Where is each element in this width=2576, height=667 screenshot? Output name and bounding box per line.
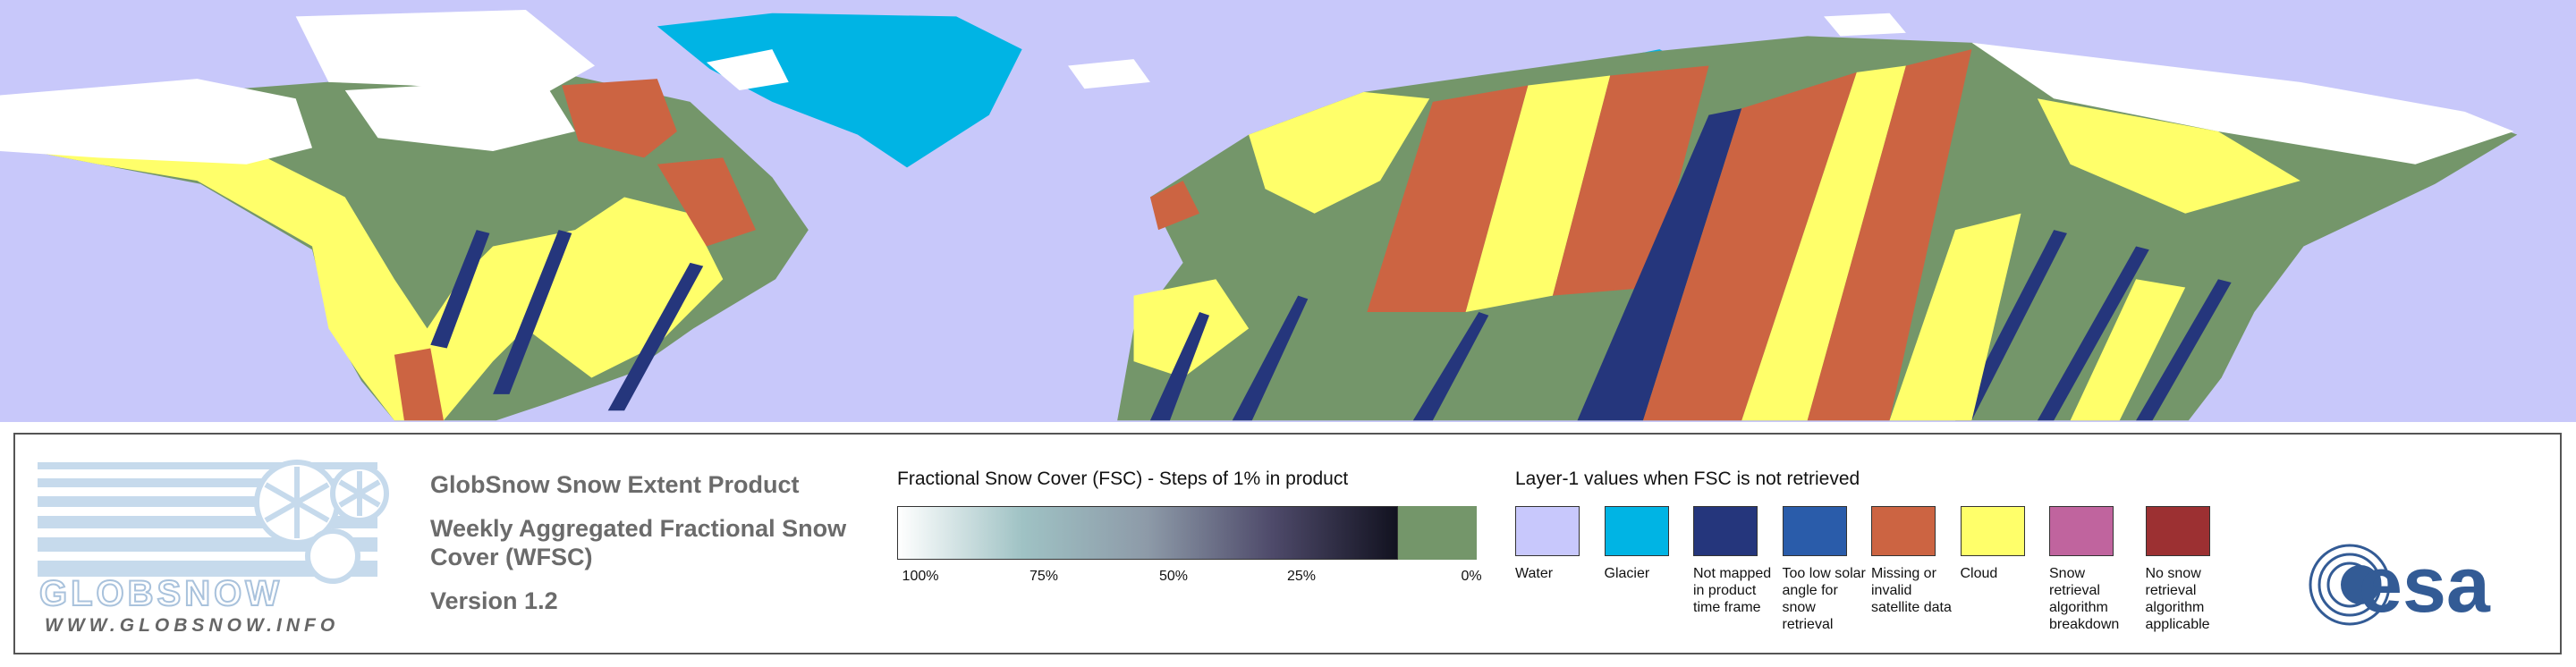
fsc-tick-label: 50% bbox=[1158, 569, 1189, 584]
legend-label: Not mapped in product time frame bbox=[1693, 566, 1772, 615]
legend-panel: GLOBSNOW WWW.GLOBSNOW.INFO GlobSnow Snow… bbox=[13, 433, 2562, 654]
land bbox=[0, 10, 2518, 421]
legend-swatch bbox=[1604, 506, 1669, 556]
esa-logo: esa bbox=[2309, 540, 2491, 629]
fsc-zero bbox=[1398, 506, 1477, 560]
legend-swatch bbox=[1960, 506, 2025, 556]
fsc-title: Fractional Snow Cover (FSC) - Steps of 1… bbox=[897, 469, 1349, 489]
product-title: GlobSnow Snow Extent Product bbox=[430, 471, 800, 498]
fsc-tick-label: 100% bbox=[902, 569, 939, 584]
fsc-tick-label: 75% bbox=[1029, 569, 1059, 584]
esa-name: esa bbox=[2359, 540, 2491, 629]
legend-label: Missing or invalid satellite data bbox=[1871, 566, 1952, 615]
product-version: Version 1.2 bbox=[430, 587, 558, 614]
legend-label: Cloud bbox=[1960, 566, 1998, 581]
fsc-gradient bbox=[897, 506, 1398, 560]
legend-swatch bbox=[1693, 506, 1758, 556]
legend-swatch bbox=[2145, 506, 2210, 556]
logo-url: WWW.GLOBSNOW.INFO bbox=[45, 615, 339, 636]
fsc-tick-label: 25% bbox=[1286, 569, 1317, 584]
legend-swatch bbox=[1782, 506, 1847, 556]
legend-swatch bbox=[1515, 506, 1580, 556]
legend-label: Too low solar angle for snow retrieval bbox=[1782, 566, 1866, 632]
legend-label: No snow retrieval algorithm applicable bbox=[2145, 566, 2210, 632]
legend-label: Glacier bbox=[1604, 566, 1650, 581]
fsc-tick-label: 0% bbox=[1461, 569, 1482, 584]
logo-name: GLOBSNOW bbox=[39, 574, 283, 613]
legend-swatch bbox=[2049, 506, 2114, 556]
snow-map bbox=[0, 0, 2576, 422]
legend-label: Snow retrieval algorithm breakdown bbox=[2049, 566, 2120, 632]
snowflakes bbox=[254, 460, 389, 584]
product-subtitle: Weekly Aggregated Fractional Snow Cover … bbox=[430, 515, 847, 570]
legend-swatch bbox=[1871, 506, 1936, 556]
layer1-title: Layer-1 values when FSC is not retrieved bbox=[1515, 469, 1860, 489]
logo: GLOBSNOW WWW.GLOBSNOW.INFO bbox=[38, 460, 389, 636]
legend-label: Water bbox=[1515, 566, 1554, 581]
